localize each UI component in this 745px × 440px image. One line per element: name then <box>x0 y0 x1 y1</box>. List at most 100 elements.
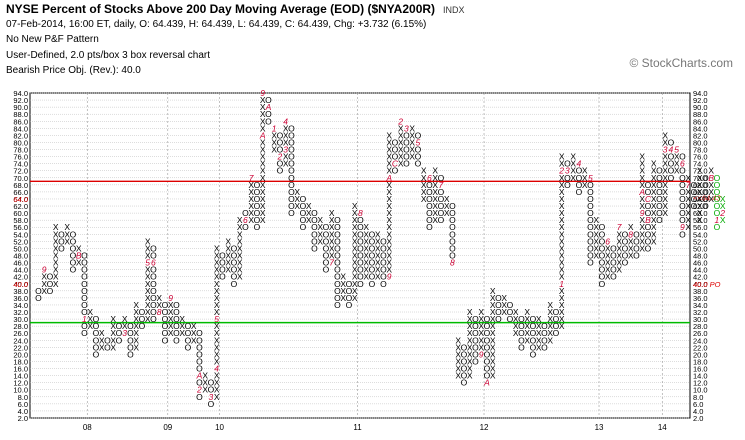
x-box: X <box>214 349 220 359</box>
o-box: O <box>426 187 433 197</box>
objective-line: Bearish Price Obj. (Rev.): 40.0 <box>6 65 141 76</box>
x-box: X <box>340 293 346 303</box>
o-box: O <box>449 229 456 239</box>
x-box: X <box>352 201 358 211</box>
x-box: X <box>225 243 231 253</box>
o-box: O <box>622 243 629 253</box>
x-box: X <box>547 335 553 345</box>
o-box: O <box>150 286 157 296</box>
x-box: X <box>651 159 657 169</box>
y-tick-label-right: 38.0 <box>693 287 708 296</box>
y-tick-label-right: 28.0 <box>693 322 708 331</box>
o-box: O <box>472 314 479 324</box>
x-box: X <box>467 342 473 352</box>
month-marker: 1 <box>272 123 277 133</box>
x-box: X <box>398 145 404 155</box>
o-box: O <box>231 243 238 253</box>
month-marker: 6 <box>605 236 610 246</box>
x-box: X <box>386 229 392 239</box>
x-tick-label: 08 <box>83 423 92 432</box>
y-tick-label-right: 24.0 <box>693 336 708 345</box>
o-box: O <box>288 208 295 218</box>
o-box: O <box>369 272 376 282</box>
x-box: X <box>386 243 392 253</box>
x-box: X <box>662 173 668 183</box>
x-box: X <box>616 243 622 253</box>
o-box: O <box>323 251 330 261</box>
o-box: O <box>392 166 399 176</box>
o-box: O <box>311 236 318 246</box>
x-box: X <box>582 166 588 176</box>
y-tick-label-left: 64.0 <box>13 195 28 204</box>
x-box: X <box>214 258 220 268</box>
month-marker: 9 <box>680 222 685 232</box>
o-box: O <box>610 243 617 253</box>
x-box: X <box>501 307 507 317</box>
x-box: X <box>559 307 565 317</box>
x-box: X <box>214 279 220 289</box>
month-marker: A <box>385 173 392 183</box>
y-tick-label-left: 84.0 <box>13 124 28 133</box>
x-box: X <box>432 215 438 225</box>
x-box: X <box>524 335 530 345</box>
x-box: X <box>421 194 427 204</box>
x-box: X <box>214 300 220 310</box>
y-tick-label-right: 50.0 <box>693 244 708 253</box>
o-box: O <box>265 109 272 119</box>
o-box: O <box>461 378 468 388</box>
x-box: X <box>524 314 530 324</box>
x-box: X <box>237 229 243 239</box>
o-box: O <box>656 208 663 218</box>
o-box: O <box>150 265 157 275</box>
o-box: O <box>357 243 364 253</box>
x-box: X <box>179 321 185 331</box>
x-box: X <box>674 166 680 176</box>
month-marker: 7 <box>686 180 691 190</box>
x-box: X <box>708 166 714 176</box>
x-box: X <box>87 307 93 317</box>
o-box: O <box>254 194 261 204</box>
y-tick-label-left: 48.0 <box>13 252 28 261</box>
o-box: O <box>587 187 594 197</box>
x-box: X <box>133 307 139 317</box>
x-box: X <box>168 300 174 310</box>
x-box: X <box>41 279 47 289</box>
y-tick-label-right: 32.0 <box>693 308 708 317</box>
x-box: X <box>409 130 415 140</box>
y-tick-label-left: 70.0 <box>13 174 28 183</box>
x-box: X <box>168 328 174 338</box>
y-tick-label-right: 6.0 <box>693 400 703 409</box>
x-tick-label: 12 <box>480 423 489 432</box>
x-box: X <box>363 236 369 246</box>
x-box: X <box>145 286 151 296</box>
y-tick-label-right: 10.0 <box>693 386 708 395</box>
x-box: X <box>133 342 139 352</box>
o-box: O <box>242 222 249 232</box>
o-box: O <box>714 194 721 204</box>
y-tick-label-left: 44.0 <box>13 266 28 275</box>
o-box: O <box>702 187 709 197</box>
o-box: O <box>679 194 686 204</box>
x-box: X <box>260 208 266 218</box>
x-box: X <box>352 243 358 253</box>
x-box: X <box>214 371 220 381</box>
y-tick-label-left: 30.0 <box>13 315 28 324</box>
o-box: O <box>219 258 226 268</box>
o-box: O <box>633 229 640 239</box>
x-box: X <box>697 173 703 183</box>
x-box: X <box>294 187 300 197</box>
y-tick-label-left: 14.0 <box>13 372 28 381</box>
o-box: O <box>219 251 226 261</box>
o-box: O <box>633 243 640 253</box>
o-box: O <box>484 356 491 366</box>
o-box: O <box>656 194 663 204</box>
month-marker: 2 <box>558 166 564 176</box>
x-box: X <box>513 314 519 324</box>
y-tick-label-right: 86.0 <box>693 117 708 126</box>
x-box: X <box>444 201 450 211</box>
x-box: X <box>214 335 220 345</box>
x-box: X <box>582 173 588 183</box>
y-tick-label-left: 78.0 <box>13 146 28 155</box>
x-box: X <box>685 194 691 204</box>
x-box: X <box>662 152 668 162</box>
